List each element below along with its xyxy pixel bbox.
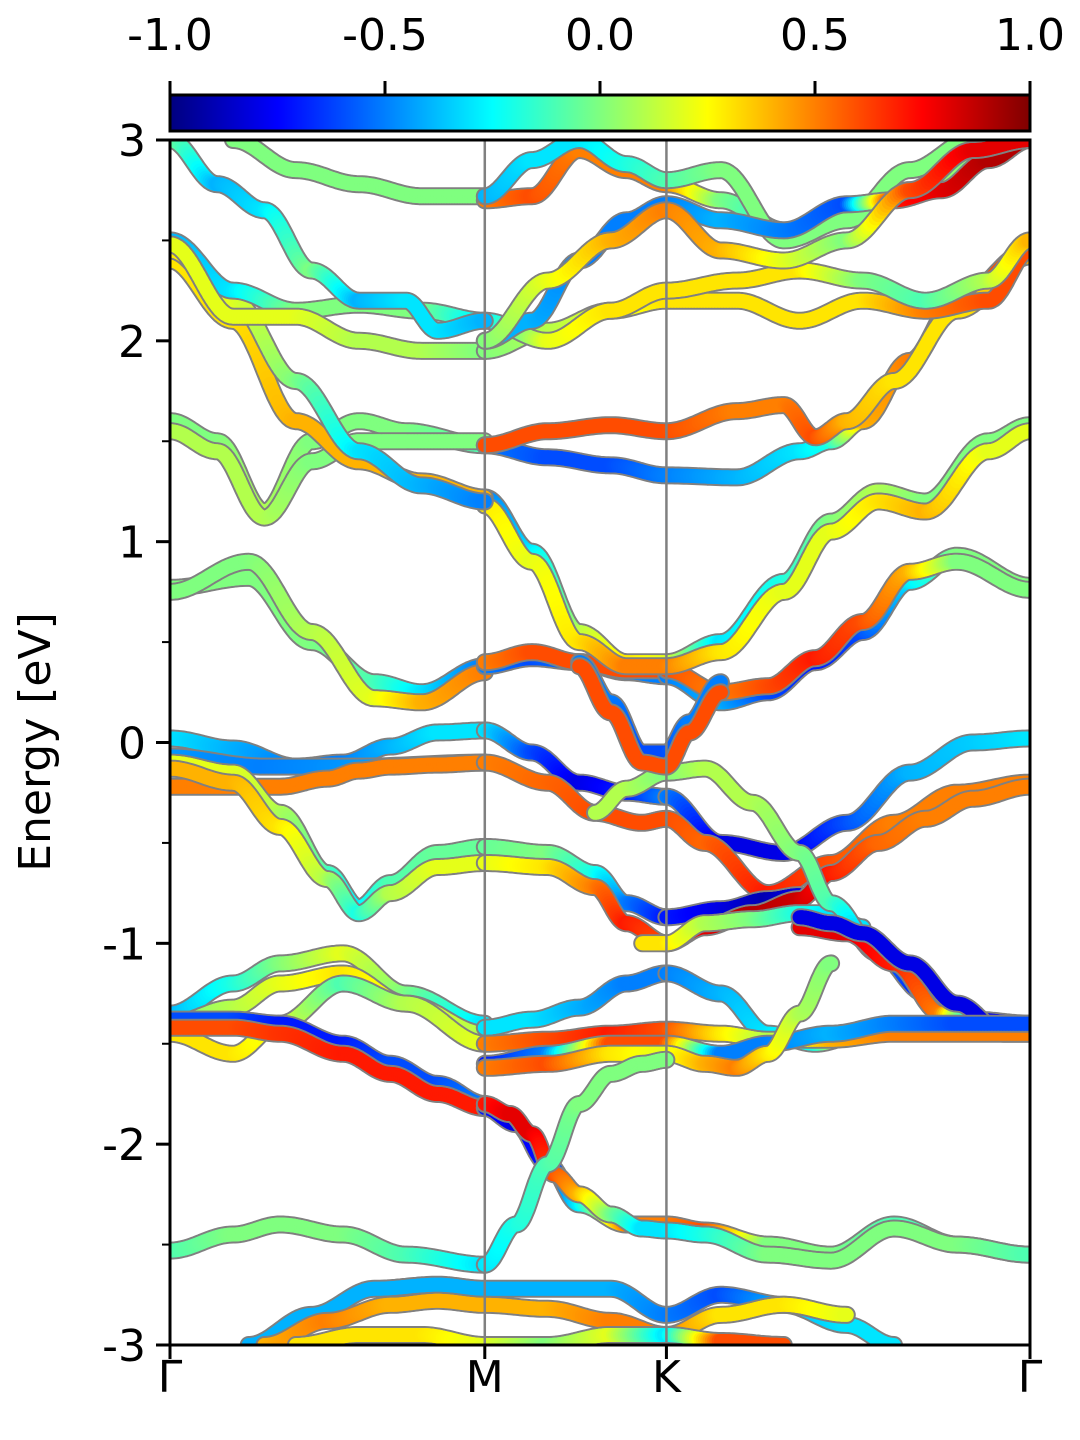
colorbar-tick-label: -0.5 <box>342 10 428 61</box>
colorbar-ticks: -1.0 -0.5 0.0 0.5 1.0 <box>127 10 1065 95</box>
band-10 <box>475 854 676 953</box>
colorbar-tick-label: 0.0 <box>565 10 635 61</box>
band-2 <box>657 729 1030 862</box>
band-21 <box>475 964 676 1037</box>
colorbar-tick-label: 0.5 <box>780 10 850 61</box>
band-28 <box>170 1215 494 1274</box>
colorbar-fill <box>168 93 1032 133</box>
colorbar-tick-label: -1.0 <box>127 10 213 61</box>
colorbar: -1.0 -0.5 0.0 0.5 1.0 <box>127 10 1065 133</box>
colorbar-tick-label: 1.0 <box>995 10 1065 61</box>
bands <box>170 140 1030 1345</box>
band-7 <box>170 759 494 923</box>
